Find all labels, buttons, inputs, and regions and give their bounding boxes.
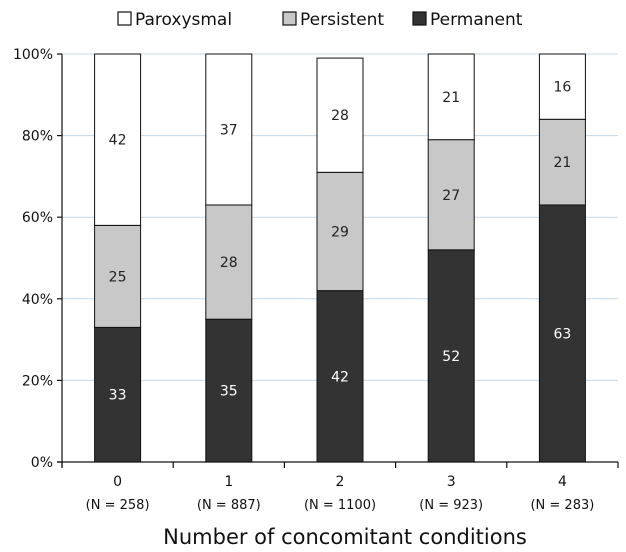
data-label-paroxysmal-4: 16 [553, 80, 571, 96]
bar-segment-permanent-0 [94, 326, 142, 463]
x-axis-title: Number of concomitant conditions [163, 525, 527, 549]
data-label-permanent-0: 33 [109, 388, 127, 404]
x-tick-sublabel: (N = 258) [86, 498, 150, 513]
data-label-persistent-3: 27 [442, 188, 460, 204]
bar-segment-persistent-4 [538, 118, 586, 206]
legend-swatch-paroxysmal [117, 11, 132, 26]
bar-segment-paroxysmal-2 [316, 57, 364, 173]
data-label-permanent-4: 63 [553, 326, 571, 342]
data-label-permanent-2: 42 [331, 369, 349, 385]
y-tick-label: 60% [22, 210, 53, 226]
bars: 33 25 42 35 28 37 42 29 28 52 27 21 63 21 16 [94, 53, 586, 463]
x-tick-label: 1 [224, 474, 233, 490]
bar-segment-paroxysmal-4 [538, 53, 586, 120]
data-label-persistent-1: 28 [220, 255, 238, 271]
legend-label-persistent: Persistent [300, 10, 384, 30]
x-tick-sublabel: (N = 1100) [304, 498, 376, 513]
y-tick-label: 0% [31, 455, 53, 471]
y-axis-ticks: 0% 20% 40% 60% 80% 100% [13, 47, 62, 471]
x-tick-sublabel: (N = 923) [419, 498, 483, 513]
bar-segment-permanent-2 [316, 290, 364, 463]
legend: Paroxysmal Persistent Permanent [117, 10, 523, 30]
legend-label-permanent: Permanent [430, 10, 523, 30]
data-label-paroxysmal-0: 42 [109, 133, 127, 149]
x-tick-label: 3 [447, 474, 456, 490]
data-label-persistent-0: 25 [109, 269, 127, 285]
data-label-permanent-1: 35 [220, 384, 238, 400]
bar-segment-paroxysmal-1 [205, 53, 253, 206]
y-tick-label: 80% [22, 129, 53, 145]
data-label-paroxysmal-2: 28 [331, 108, 349, 124]
data-label-persistent-2: 29 [331, 224, 349, 240]
bar-segment-paroxysmal-0 [94, 53, 142, 226]
bar-segment-permanent-3 [427, 249, 475, 463]
legend-label-paroxysmal: Paroxysmal [135, 10, 232, 30]
bar-segment-permanent-4 [538, 204, 586, 463]
bar-segment-persistent-0 [94, 224, 142, 328]
data-label-permanent-3: 52 [442, 349, 460, 365]
x-tick-sublabel: (N = 283) [530, 498, 594, 513]
x-tick-sublabel: (N = 887) [197, 498, 261, 513]
legend-swatch-permanent [412, 11, 427, 26]
data-label-persistent-4: 21 [553, 155, 571, 171]
y-tick-label: 40% [22, 292, 53, 308]
x-tick-label: 2 [336, 474, 345, 490]
y-tick-label: 100% [13, 47, 53, 63]
y-tick-label: 20% [22, 373, 53, 389]
data-label-paroxysmal-3: 21 [442, 90, 460, 106]
x-tick-label: 4 [558, 474, 567, 490]
bar-segment-persistent-3 [427, 139, 475, 251]
legend-swatch-persistent [282, 11, 297, 26]
bar-segment-persistent-2 [316, 171, 364, 292]
x-axis-ticks: 0 (N = 258) 1 (N = 887) 2 (N = 1100) 3 (N = 923… [61, 462, 619, 513]
x-tick-label: 0 [113, 474, 122, 490]
bar-segment-paroxysmal-3 [427, 53, 475, 141]
data-label-paroxysmal-1: 37 [220, 122, 238, 138]
axes [57, 54, 618, 467]
